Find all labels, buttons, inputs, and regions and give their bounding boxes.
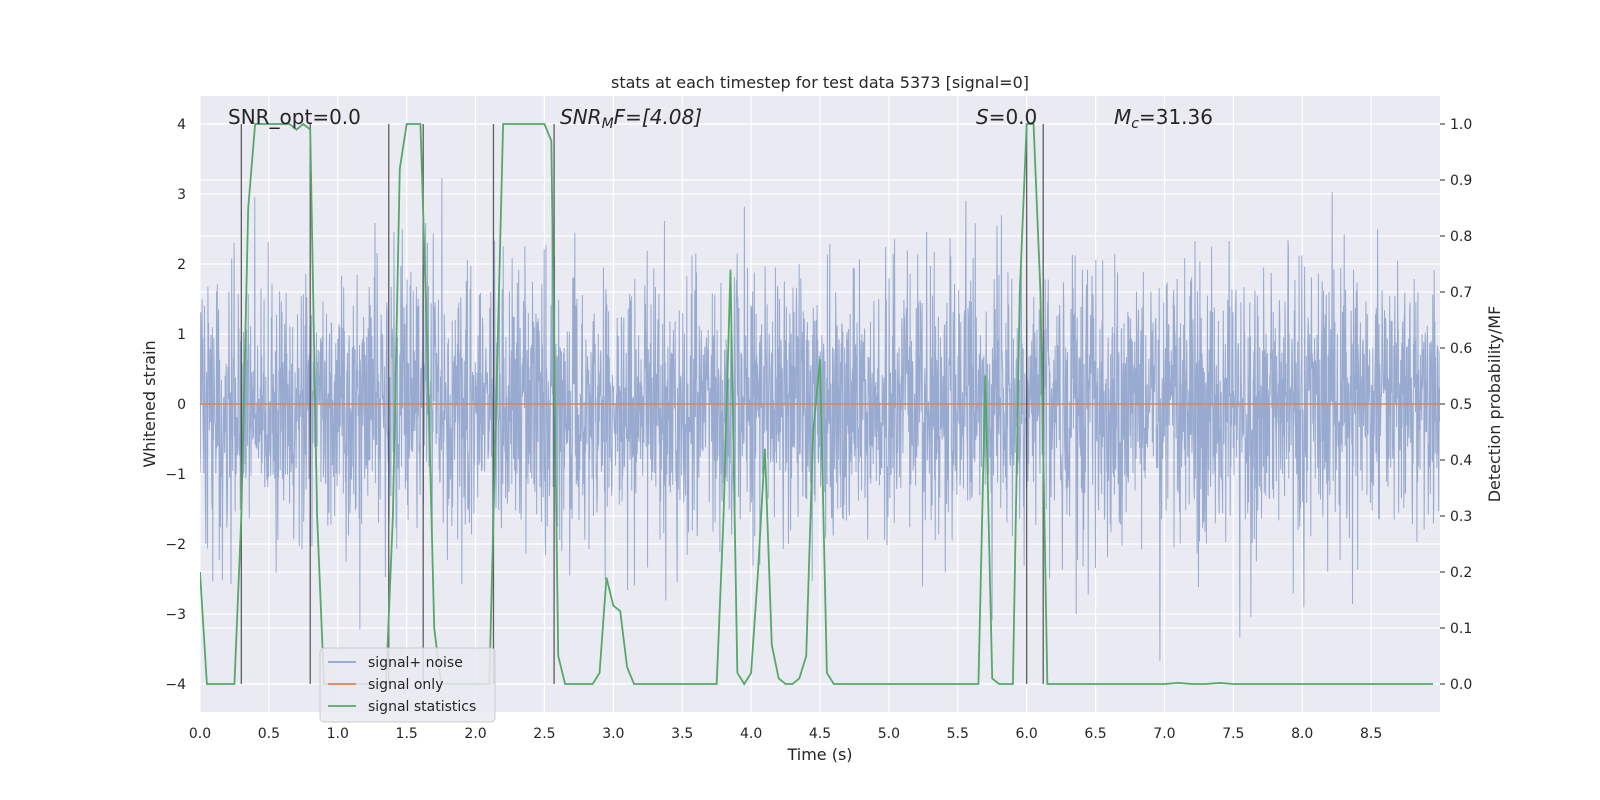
y2-tick-labels: 0.0 0.1 0.2 0.3 0.4 0.5 0.6 0.7 0.8 0.9 1.0	[1440, 117, 1472, 693]
y2-tick-label: 0.4	[1450, 453, 1472, 469]
y2-tick-label: 0.7	[1450, 285, 1472, 301]
y-tick-label: 2	[177, 257, 186, 273]
y2-tick-label: 0.3	[1450, 509, 1472, 525]
x-tick-label: 6.5	[1084, 726, 1106, 742]
annotation-snr-opt: SNR_opt=0.0	[228, 105, 361, 129]
annotation-snr-mf-rest: F=[4.08]	[614, 105, 702, 129]
y2-tick-label: 0.5	[1450, 397, 1472, 413]
y-tick-label: 4	[177, 117, 186, 133]
legend-label-signal-only: signal only	[368, 677, 443, 693]
y2-tick-label: 0.8	[1450, 229, 1472, 245]
annotation-snr-mf-sub: M	[602, 116, 614, 132]
y2-axis-label: Detection probability/MF	[1485, 306, 1504, 503]
x-tick-label: 8.5	[1360, 726, 1382, 742]
annotation-s: S=0.0	[976, 105, 1037, 129]
y2-tick-label: 0.6	[1450, 341, 1472, 357]
y2-tick-label: 0.1	[1450, 621, 1472, 637]
y2-tick-label: 0.9	[1450, 173, 1472, 189]
x-axis-label: Time (s)	[786, 745, 852, 764]
y-tick-label: −3	[165, 607, 186, 623]
y-tick-label: −2	[165, 537, 186, 553]
x-tick-label: 3.5	[671, 726, 693, 742]
y-tick-label: 1	[177, 327, 186, 343]
x-tick-label: 0.5	[258, 726, 280, 742]
x-tick-label: 8.0	[1291, 726, 1313, 742]
annotation-mc-sub: c	[1131, 116, 1139, 132]
y-tick-label: −1	[165, 467, 186, 483]
y2-tick-label: 1.0	[1450, 117, 1472, 133]
x-tick-label: 1.0	[327, 726, 349, 742]
x-tick-label: 2.0	[464, 726, 486, 742]
annotation-mc-rest: =31.36	[1139, 105, 1213, 129]
legend-label-signal-statistics: signal statistics	[368, 699, 476, 715]
x-tick-label: 3.0	[602, 726, 624, 742]
x-tick-label: 5.5	[947, 726, 969, 742]
y-tick-label: 0	[177, 397, 186, 413]
x-tick-label: 7.0	[1153, 726, 1175, 742]
annotation-snr-mf: SNRMF=[4.08]	[560, 105, 702, 132]
y-tick-label: −4	[165, 677, 186, 693]
x-tick-label: 2.5	[533, 726, 555, 742]
y-axis-label: Whitened strain	[140, 340, 159, 467]
x-tick-labels: 0.0 0.5 1.0 1.5 2.0 2.5 3.0 3.5 4.0 4.5 5.0 5.5 6.0 6…	[189, 726, 1382, 742]
chart-title: stats at each timestep for test data 537…	[611, 73, 1029, 92]
y2-tick-label: 0.0	[1450, 677, 1472, 693]
legend-label-signal-noise: signal+ noise	[368, 655, 463, 671]
annotation-mc-var: M	[1114, 105, 1131, 129]
x-tick-label: 7.5	[1222, 726, 1244, 742]
legend: signal+ noise signal only signal statist…	[319, 647, 496, 723]
annotation-s-rest: =0.0	[989, 105, 1038, 129]
y-tick-label: 3	[177, 187, 186, 203]
y-tick-labels: −4 −3 −2 −1 0 1 2 3 4	[165, 117, 186, 693]
x-tick-label: 5.0	[878, 726, 900, 742]
x-tick-label: 1.5	[396, 726, 418, 742]
x-tick-label: 4.0	[740, 726, 762, 742]
annotation-mc: Mc=31.36	[1114, 105, 1213, 132]
annotation-snr-mf-var: SNR	[560, 105, 602, 129]
x-tick-label: 0.0	[189, 726, 211, 742]
x-tick-label: 4.5	[809, 726, 831, 742]
x-tick-label: 6.0	[1016, 726, 1038, 742]
y2-tick-label: 0.2	[1450, 565, 1472, 581]
annotation-s-var: S	[976, 105, 989, 129]
